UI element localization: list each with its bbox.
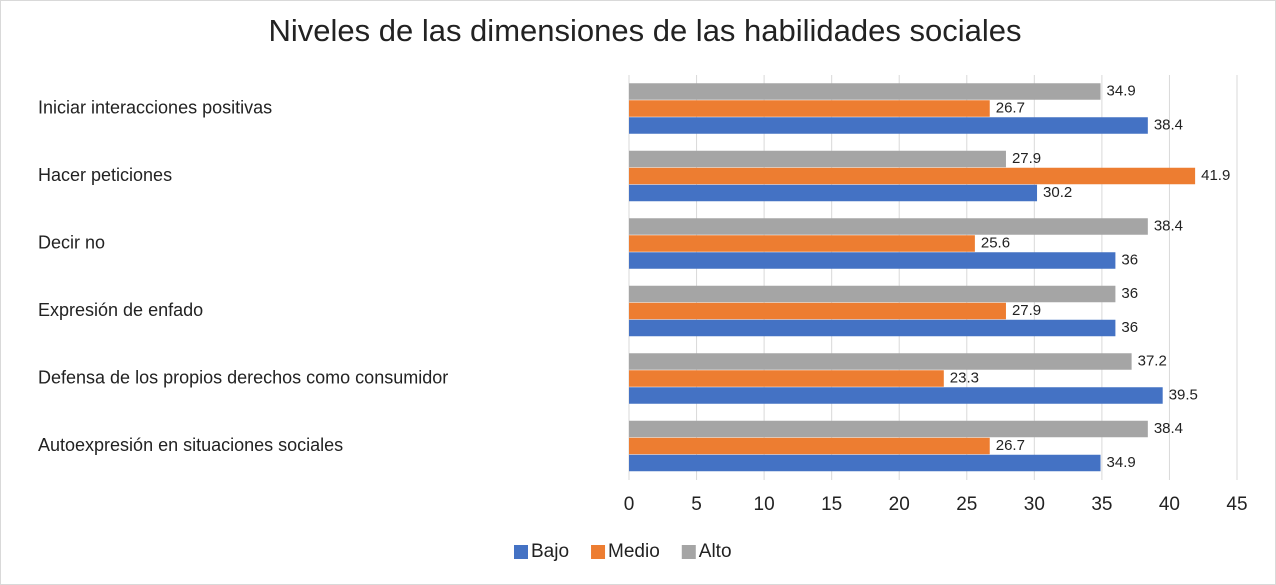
x-tick-label: 45 — [1226, 494, 1247, 515]
data-label: 37.2 — [1138, 353, 1167, 370]
bar — [629, 353, 1132, 370]
data-label: 36 — [1121, 285, 1138, 302]
bar — [629, 150, 1006, 168]
y-tick-label: Defensa de los propios derechos como con… — [38, 368, 448, 388]
bar — [629, 285, 1116, 303]
x-tick-label: 10 — [754, 494, 775, 515]
data-label: 41.9 — [1201, 167, 1230, 184]
bar — [629, 420, 1148, 438]
bar — [629, 302, 1006, 320]
data-label: 34.9 — [1107, 454, 1136, 471]
x-tick-label: 25 — [956, 494, 977, 515]
data-label: 27.9 — [1012, 150, 1041, 167]
bar — [629, 454, 1101, 472]
legend-swatch — [591, 545, 606, 559]
data-label: 27.9 — [1012, 302, 1041, 319]
data-label: 26.7 — [996, 100, 1025, 117]
x-tick-label: 40 — [1159, 494, 1180, 515]
y-tick-label: Decir no — [38, 233, 105, 253]
bar — [629, 100, 990, 117]
data-label: 36 — [1121, 252, 1138, 269]
bar — [629, 252, 1116, 269]
data-label: 23.3 — [950, 370, 979, 387]
y-tick-label: Hacer peticiones — [38, 165, 172, 185]
data-label: 30.2 — [1043, 184, 1072, 201]
bar — [629, 437, 990, 455]
x-tick-label: 20 — [889, 494, 910, 515]
y-tick-label: Autoexpresión en situaciones sociales — [38, 435, 343, 455]
legend-label: Alto — [699, 541, 732, 562]
legend-swatch — [681, 545, 696, 559]
x-tick-label: 15 — [821, 494, 842, 515]
bar — [629, 167, 1196, 185]
data-label: 38.4 — [1154, 218, 1183, 235]
bar — [629, 370, 944, 387]
data-label: 38.4 — [1154, 420, 1183, 437]
y-tick-label: Iniciar interacciones positivas — [38, 98, 272, 118]
legend-label: Medio — [608, 541, 660, 562]
legend-label: Bajo — [531, 541, 569, 562]
bar — [629, 218, 1148, 235]
x-tick-label: 0 — [624, 494, 635, 515]
x-tick-label: 5 — [691, 494, 702, 515]
bar — [629, 83, 1101, 100]
x-tick-label: 30 — [1024, 494, 1045, 515]
data-label: 34.9 — [1107, 83, 1136, 100]
data-label: 36 — [1121, 319, 1138, 336]
bar — [629, 387, 1163, 404]
data-label: 26.7 — [996, 437, 1025, 454]
bar — [629, 184, 1038, 202]
y-tick-label: Expresión de enfado — [38, 300, 203, 320]
data-label: 38.4 — [1154, 117, 1183, 134]
chart-title: Niveles de las dimensiones de las habili… — [268, 13, 1021, 48]
bar — [629, 235, 975, 252]
bar — [629, 117, 1148, 134]
bar — [629, 319, 1116, 337]
data-label: 25.6 — [981, 235, 1010, 252]
x-tick-label: 35 — [1091, 494, 1112, 515]
data-label: 39.5 — [1169, 387, 1198, 404]
legend-swatch — [514, 545, 528, 559]
